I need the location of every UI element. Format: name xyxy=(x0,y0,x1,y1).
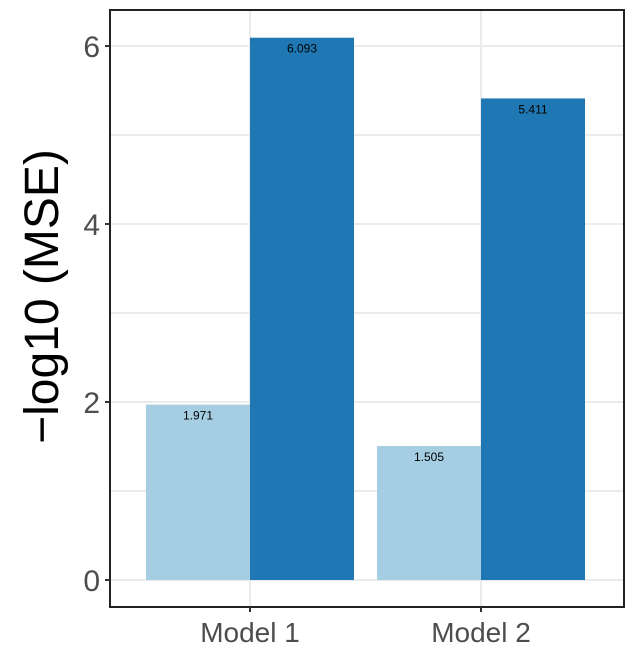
bar-model-1-series-1 xyxy=(146,404,250,580)
data-label: 5.411 xyxy=(518,102,547,116)
y-tick-label: 6 xyxy=(83,31,100,64)
bar-model-1-series-2 xyxy=(250,37,354,580)
bar-model-2-series-1 xyxy=(377,446,481,580)
x-tick-label: Model 2 xyxy=(431,617,531,648)
bar-model-2-series-2 xyxy=(481,98,585,581)
y-tick-label: 4 xyxy=(83,209,100,242)
data-labels: 1.971 1.505 6.093 5.411 xyxy=(183,42,548,464)
plot-panel-border xyxy=(109,9,625,608)
x-axis-ticks: Model 1 Model 2 xyxy=(200,607,531,648)
y-axis-title: −log10 (MSE) xyxy=(16,149,69,444)
y-axis-ticks: 0 2 4 6 xyxy=(83,31,110,598)
data-label: 6.093 xyxy=(287,42,317,56)
bars xyxy=(146,37,585,581)
y-tick-label: 2 xyxy=(83,387,100,420)
data-label: 1.505 xyxy=(414,450,444,464)
y-tick-label: 0 xyxy=(83,565,100,598)
data-label: 1.971 xyxy=(183,409,213,423)
x-tick-label: Model 1 xyxy=(200,617,300,648)
